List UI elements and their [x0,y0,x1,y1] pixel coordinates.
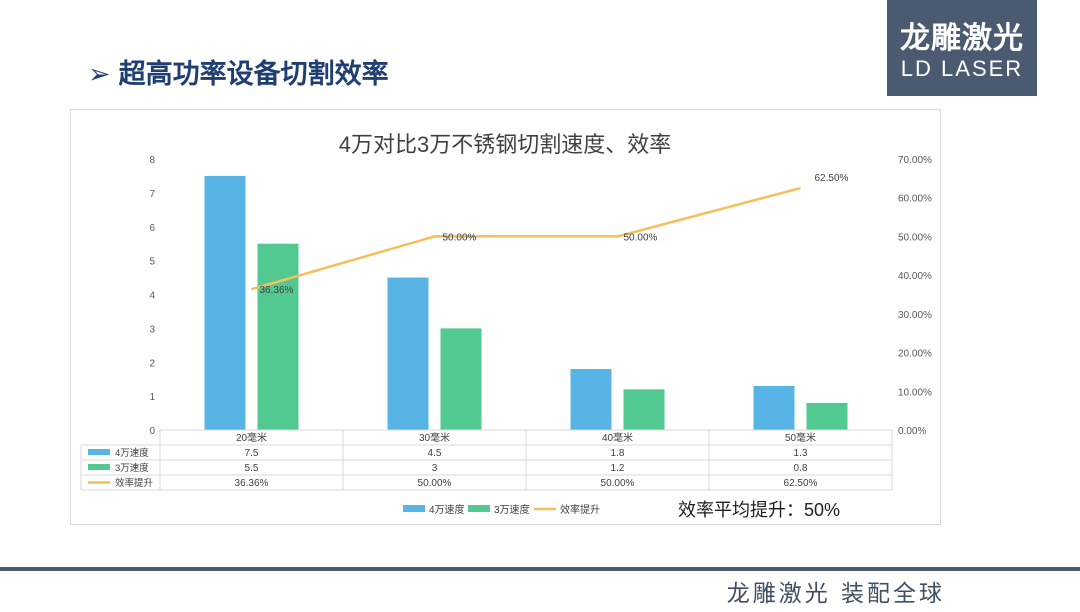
table-cell: 50.00% [601,478,635,489]
right-axis-tick-label: 40.00% [898,271,932,282]
bar [753,385,795,430]
footer-slogan: 龙雕激光 装配全球 [726,581,945,607]
right-axis-tick-label: 60.00% [898,194,932,205]
right-axis-tick-label: 20.00% [898,349,932,360]
right-axis-tick-label: 10.00% [898,387,932,398]
table-header-cell: 50毫米 [785,431,816,444]
table-row-label: 4万速度 [115,447,149,459]
page-title-text: 超高功率设备切割效率 [118,59,389,90]
table-header-cell: 20毫米 [236,431,267,444]
left-axis-tick-label: 5 [149,257,155,268]
logo-en-text: LD LASER [900,56,1024,81]
company-logo: 龙雕激光 LD LASER [887,0,1037,96]
table-cell: 50.00% [418,478,452,489]
left-axis-tick-label: 4 [149,291,155,302]
bar [570,369,612,430]
efficiency-data-label: 62.50% [815,173,849,184]
page-title: ➢ 超高功率设备切割效率 [88,52,389,91]
table-row-label: 效率提升 [115,477,154,489]
left-axis-tick-label: 1 [149,392,155,403]
efficiency-data-label: 36.36% [260,285,294,296]
footer-divider [0,567,1080,571]
left-axis-tick-label: 0 [149,426,155,437]
right-axis-tick-label: 0.00% [898,426,926,437]
left-axis-tick-label: 6 [149,223,155,234]
bar [257,243,299,430]
bar [204,175,246,430]
efficiency-data-label: 50.00% [443,232,477,243]
legend-label: 效率提升 [560,503,600,516]
table-cell: 1.8 [611,448,625,459]
bar [623,389,665,430]
table-cell: 3 [432,463,438,474]
legend-label: 3万速度 [494,503,530,516]
table-header-cell: 30毫米 [419,431,450,444]
left-axis-tick-label: 3 [149,324,155,335]
table-series-key [88,449,110,455]
table-cell: 62.50% [784,478,818,489]
table-cell: 36.36% [235,478,269,489]
table-cell: 7.5 [245,448,259,459]
table-cell: 0.8 [794,463,808,474]
average-improvement-note: 效率平均提升：50% [678,500,840,520]
right-axis: 0.00% 10.00% 20.00% 30.00% 40.00% 50.00% 60.00… [898,155,932,437]
efficiency-line-group: 36.36% 50.00% 50.00% 62.50% [251,173,849,296]
bar [387,277,429,430]
left-axis-tick-label: 2 [149,358,155,369]
chart-title: 4万对比3万不锈钢切割速度、效率 [339,132,671,157]
combo-chart: 4万对比3万不锈钢切割速度、效率 0 1 2 3 4 5 6 7 8 0.00% 10.00% 20… [80,132,932,520]
right-axis-tick-label: 50.00% [898,232,932,243]
efficiency-data-label: 50.00% [624,232,658,243]
table-cell: 1.2 [611,463,625,474]
bar [440,328,482,430]
chart-container: 4万对比3万不锈钢切割速度、效率 0 1 2 3 4 5 6 7 8 0.00% 10.00% 20… [70,109,941,525]
table-cell: 4.5 [428,448,442,459]
left-axis-tick-label: 8 [149,155,155,166]
logo-cn-text: 龙雕激光 [900,21,1024,56]
right-axis-tick-label: 70.00% [898,155,932,166]
bars-group [204,175,848,430]
table-header-cell: 40毫米 [602,431,633,444]
table-cell: 1.3 [794,448,808,459]
chart-legend: 4万速度 3万速度 效率提升 [403,503,600,516]
legend-label: 4万速度 [429,503,465,516]
table-series-key [88,464,110,470]
right-axis-tick-label: 30.00% [898,310,932,321]
legend-swatch [468,505,490,512]
efficiency-line [251,186,801,291]
left-axis: 0 1 2 3 4 5 6 7 8 [149,155,155,437]
bar [806,402,848,430]
legend-swatch [403,505,425,512]
arrow-right-icon: ➢ [88,59,111,90]
table-row-label: 3万速度 [115,462,149,474]
left-axis-tick-label: 7 [149,189,155,200]
table-cell: 5.5 [245,463,259,474]
data-table: 20毫米 30毫米 40毫米 50毫米 4万速度 7.5 4.5 1.8 1.3 3万速度 5.5 3… [80,429,893,491]
